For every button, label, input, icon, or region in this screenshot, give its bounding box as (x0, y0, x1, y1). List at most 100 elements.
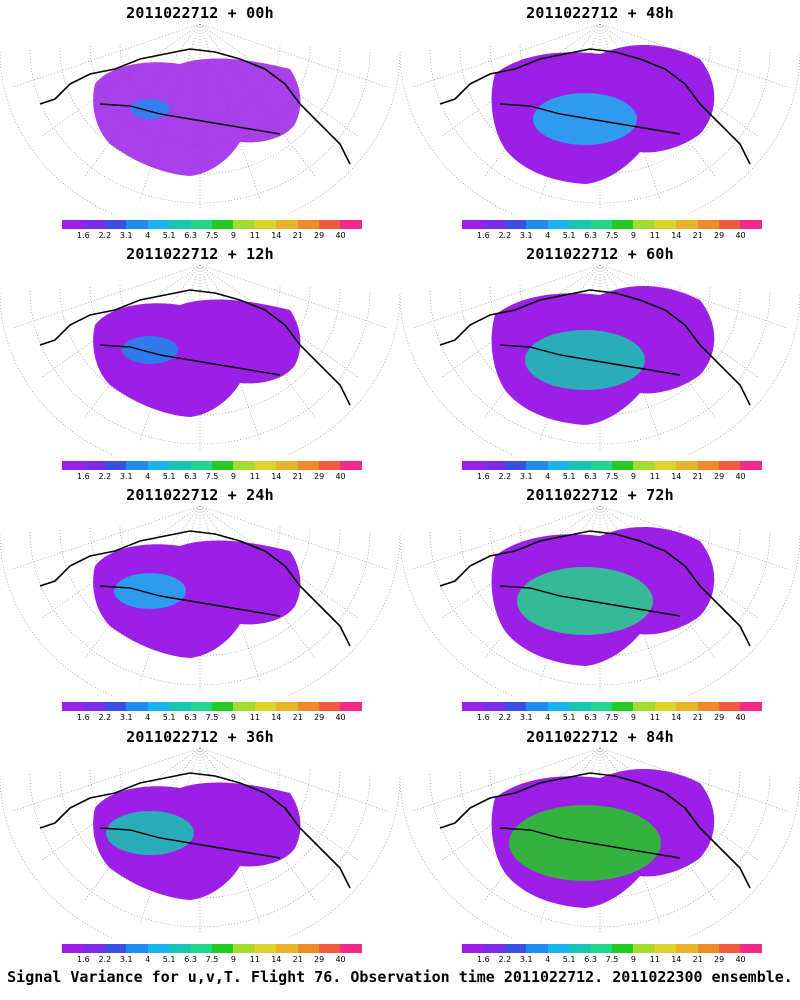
colorbar-tick-label: 7.5 (605, 231, 619, 240)
colorbar-swatch (169, 220, 191, 229)
colorbar-swatch (104, 220, 127, 229)
variance-field (93, 58, 301, 176)
colorbar-swatch (211, 702, 234, 711)
colorbar-swatch (676, 702, 698, 711)
colorbar: 1.6 2.2 3.1 4 5.1 6.3 7.5 9 11 14 21 29 40 (62, 944, 362, 972)
variance-core (130, 99, 170, 119)
colorbar-tick-label: 11 (649, 472, 660, 481)
colorbar-tick-label: 2.2 (98, 231, 112, 240)
colorbar-tick-label: 21 (692, 472, 703, 481)
colorbar-labels: 1.6 2.2 3.1 4 5.1 6.3 7.5 9 11 14 21 29 40 (454, 472, 770, 484)
colorbar-labels: 1.6 2.2 3.1 4 5.1 6.3 7.5 9 11 14 21 29 40 (54, 231, 370, 243)
colorbar-swatch (697, 220, 720, 229)
colorbar-swatch (276, 220, 298, 229)
colorbar-tick-label: 14 (271, 713, 282, 722)
colorbar-labels: 1.6 2.2 3.1 4 5.1 6.3 7.5 9 11 14 21 29 40 (454, 231, 770, 243)
colorbar-swatch (483, 944, 505, 953)
colorbar-tick-label: 14 (271, 472, 282, 481)
polar-map (0, 24, 400, 214)
colorbar-swatch (676, 944, 698, 953)
colorbar-tick-label: 4 (145, 472, 151, 481)
coastline (99, 827, 281, 859)
colorbar-tick-label: 3.1 (519, 231, 533, 240)
colorbar-swatch (462, 944, 484, 953)
colorbar-swatch (147, 220, 170, 229)
colorbar-tick-label: 29 (714, 231, 725, 240)
colorbar-tick-label: 4 (145, 955, 151, 964)
colorbar-tick-label: 4 (545, 231, 551, 240)
colorbar-tick-label: 7.5 (205, 955, 219, 964)
colorbar-swatch (211, 461, 234, 470)
coastline (439, 530, 751, 647)
graticule-line (199, 748, 389, 812)
colorbar-tick-label: 40 (735, 472, 746, 481)
colorbar-swatch (62, 702, 84, 711)
colorbar-swatches (462, 461, 762, 470)
panel-title: 2011022712 + 24h (126, 486, 274, 504)
colorbar-swatch (169, 702, 191, 711)
colorbar: 1.6 2.2 3.1 4 5.1 6.3 7.5 9 11 14 21 29 40 (462, 220, 762, 248)
colorbar-swatch (297, 220, 320, 229)
colorbar-tick-label: 14 (271, 231, 282, 240)
colorbar-tick-label: 6.3 (184, 713, 197, 722)
coastline (439, 289, 751, 406)
colorbar-tick-label: 11 (249, 955, 260, 964)
colorbar-swatch (504, 944, 527, 953)
colorbar-tick-label: 29 (714, 713, 725, 722)
colorbar-tick-label: 6.3 (584, 713, 597, 722)
colorbar-swatch (633, 702, 655, 711)
colorbar-tick-label: 40 (335, 713, 346, 722)
colorbar-tick-label: 3.1 (519, 472, 533, 481)
colorbar-tick-label: 5.1 (162, 231, 176, 240)
colorbar-swatch (254, 461, 277, 470)
colorbar-swatch (740, 220, 762, 229)
colorbar-tick-label: 1.6 (77, 472, 90, 481)
coastline (39, 530, 351, 647)
colorbar-swatch (126, 461, 148, 470)
colorbar-swatch (254, 220, 277, 229)
colorbar-tick-label: 29 (314, 231, 325, 240)
colorbar-swatch (590, 944, 612, 953)
colorbar-tick-label: 5.1 (162, 472, 176, 481)
colorbar-tick-label: 7.5 (605, 713, 619, 722)
colorbar-tick-label: 2.2 (98, 955, 112, 964)
colorbar-swatch (590, 220, 612, 229)
graticule-line (41, 506, 201, 619)
colorbar-tick-label: 4 (145, 713, 151, 722)
colorbar-tick-label: 9 (230, 231, 236, 240)
colorbar-tick-label: 11 (249, 231, 260, 240)
graticule-line (11, 265, 201, 329)
colorbar-tick-label: 14 (271, 955, 282, 964)
colorbar-swatch (526, 702, 548, 711)
colorbar-swatch (83, 220, 105, 229)
colorbar-tick-label: 7.5 (605, 472, 619, 481)
graticule-line (59, 529, 341, 657)
colorbar: 1.6 2.2 3.1 4 5.1 6.3 7.5 9 11 14 21 29 40 (462, 702, 762, 730)
colorbar-tick-label: 1.6 (477, 472, 490, 481)
graticule-line (11, 24, 201, 88)
colorbar-swatch (340, 944, 362, 953)
colorbar-tick-label: 9 (630, 472, 636, 481)
colorbar-tick-label: 6.3 (184, 955, 197, 964)
colorbar-tick-label: 21 (692, 713, 703, 722)
colorbar-swatch (654, 461, 677, 470)
colorbar-swatch (319, 944, 341, 953)
colorbar-swatch (654, 220, 677, 229)
map-panel: 2011022712 + 00h 1.6 2.2 3.1 4 5.1 6.3 7.5 9 11 14… (0, 0, 400, 240)
colorbar-tick-label: 5.1 (562, 713, 576, 722)
colorbar-swatch (483, 702, 505, 711)
graticule-line (599, 265, 759, 378)
colorbar-swatch (147, 702, 170, 711)
colorbar-tick-label: 11 (249, 713, 260, 722)
graticule-line (199, 265, 359, 378)
map-panel: 2011022712 + 12h 1.6 2.2 3.1 4 5.1 6.3 7.5 9 11 14… (0, 241, 400, 481)
colorbar-tick-label: 29 (314, 713, 325, 722)
colorbar-tick-label: 6.3 (584, 955, 597, 964)
variance-core (533, 93, 637, 145)
colorbar-swatch (590, 461, 612, 470)
colorbar-swatch (697, 944, 720, 953)
colorbar-swatches (462, 702, 762, 711)
coastline (99, 585, 281, 617)
colorbar-tick-label: 2.2 (498, 231, 512, 240)
colorbar-swatch (719, 461, 741, 470)
